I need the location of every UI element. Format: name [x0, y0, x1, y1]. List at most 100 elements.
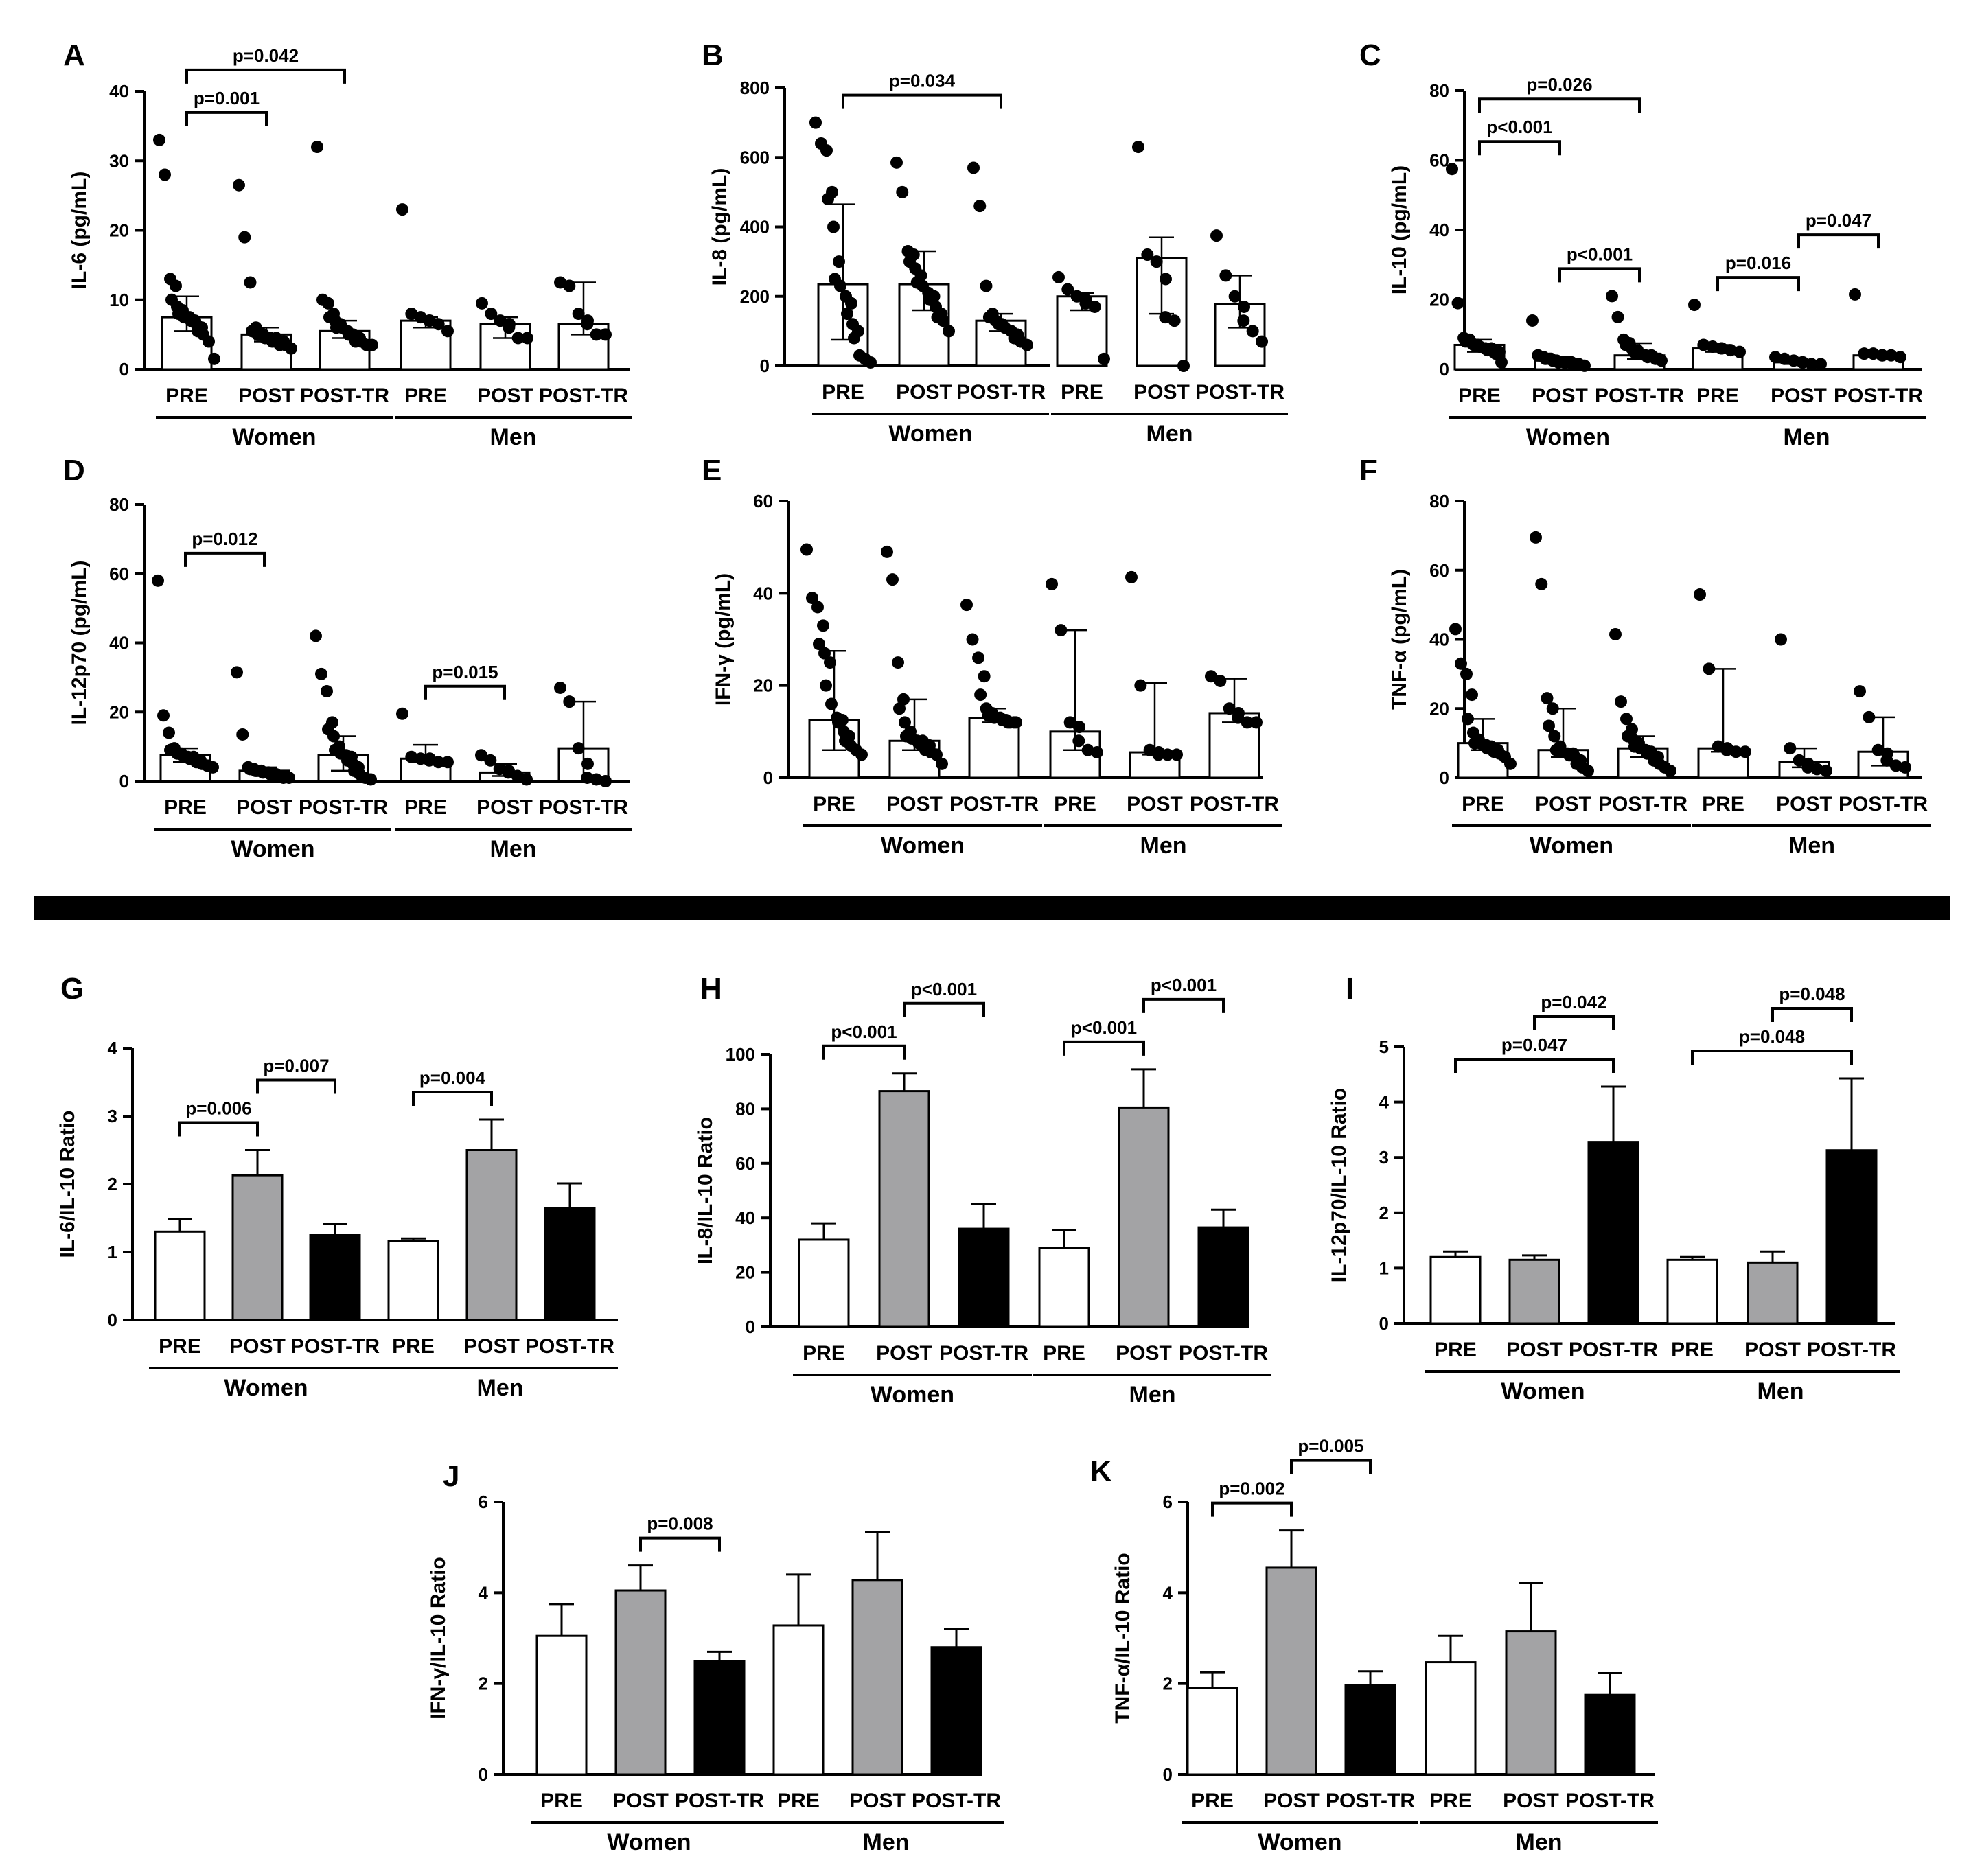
data-point — [1655, 354, 1668, 367]
data-point — [1535, 577, 1548, 590]
panel-f: F 0 20 40 60 80 TNF-α (pg/mL) PRE POST POST-TR PRE… — [1359, 454, 1931, 859]
y-tick-label: 3 — [108, 1106, 117, 1126]
data-point — [1775, 633, 1787, 646]
data-point — [396, 707, 408, 720]
y-tick-label: 0 — [760, 356, 770, 376]
group-label: Women — [1258, 1829, 1341, 1855]
data-point — [485, 308, 498, 320]
data-point — [820, 679, 832, 692]
p-value-label: p=0.002 — [1219, 1479, 1284, 1499]
y-tick-label: 800 — [740, 78, 770, 98]
data-point — [423, 754, 436, 767]
data-point — [827, 220, 840, 233]
data-point — [315, 667, 327, 680]
data-point — [892, 656, 904, 669]
data-point — [1063, 716, 1076, 729]
data-point — [1256, 335, 1268, 348]
data-point — [833, 255, 845, 268]
significance-bracket — [184, 551, 266, 567]
data-point — [978, 670, 991, 683]
category-label: POST-TR — [299, 796, 388, 819]
data-point — [1810, 763, 1823, 776]
category-label: PRE — [1054, 793, 1096, 815]
data-point — [1801, 761, 1814, 774]
p-value-label: p<0.001 — [911, 979, 977, 999]
y-tick-label: 1 — [108, 1242, 117, 1262]
category-label: PRE — [1061, 381, 1103, 404]
category-label: POST — [849, 1790, 906, 1812]
category-label: PRE — [1191, 1790, 1234, 1812]
p-value-label: p=0.015 — [432, 662, 498, 682]
bar-post-tr — [1344, 1684, 1396, 1776]
bar-pre — [1038, 1247, 1090, 1328]
data-point — [824, 656, 836, 669]
bar-post-tr — [930, 1646, 982, 1776]
category-label: POST — [1744, 1339, 1801, 1361]
category-label: POST-TR — [949, 793, 1039, 815]
category-label: PRE — [822, 381, 864, 404]
data-point — [1161, 748, 1174, 761]
panel-letter: K — [1090, 1455, 1112, 1488]
bar-post — [851, 1579, 903, 1776]
data-point — [590, 773, 603, 786]
significance-bracket — [1533, 1015, 1615, 1031]
category-label: PRE — [164, 796, 207, 819]
p-value-label: p<0.001 — [1151, 975, 1217, 995]
y-tick-label: 80 — [1429, 80, 1449, 101]
significance-bracket — [842, 93, 1002, 109]
y-tick-label: 4 — [1379, 1092, 1390, 1113]
data-point — [599, 328, 612, 341]
y-tick-label: 80 — [735, 1098, 755, 1119]
data-point — [1582, 764, 1594, 777]
category-label: POST — [476, 796, 533, 819]
category-label: PRE — [1702, 793, 1744, 815]
data-point — [1046, 577, 1058, 590]
y-axis-label: IL-8/IL-10 Ratio — [694, 1117, 717, 1264]
data-point — [966, 633, 979, 646]
data-point — [1241, 716, 1254, 729]
data-point — [1466, 688, 1478, 702]
group-label: Women — [232, 424, 316, 450]
category-label: POST-TR — [1807, 1339, 1896, 1361]
data-point — [238, 231, 251, 244]
data-point — [1715, 342, 1728, 355]
data-point — [1778, 352, 1791, 365]
panel-i: I 0 1 2 3 4 5 IL-12p70/IL-10 Ratio PRE POST POST-T… — [1328, 972, 1900, 1404]
data-point — [520, 773, 533, 786]
data-point — [1530, 531, 1542, 544]
bar-pre — [1429, 1255, 1482, 1325]
panel-k: K 0 2 4 6 TNF-α/IL-10 Ratio PRE POST POST-TR PRE P… — [1090, 1436, 1658, 1855]
bar-post-tr — [1587, 1141, 1639, 1325]
data-point — [1177, 360, 1190, 372]
group-label: Men — [1140, 833, 1187, 859]
bar-post — [1265, 1566, 1317, 1776]
data-point — [159, 168, 171, 181]
significance-bracket — [1211, 1501, 1293, 1517]
data-point — [820, 144, 833, 157]
data-point — [1729, 745, 1742, 758]
category-label: POST — [236, 796, 292, 819]
data-point — [1125, 570, 1138, 583]
data-point — [809, 116, 822, 129]
panel-letter: H — [700, 972, 722, 1006]
data-point — [170, 279, 182, 292]
data-point — [310, 629, 322, 642]
data-point — [1615, 695, 1627, 708]
panel-letter: E — [702, 454, 722, 487]
panel-letter: C — [1359, 38, 1381, 72]
data-point — [974, 688, 987, 702]
y-tick-label: 40 — [1429, 629, 1449, 650]
category-label: POST-TR — [290, 1335, 380, 1358]
data-point — [572, 308, 585, 320]
data-point — [834, 279, 846, 292]
data-point — [208, 352, 220, 365]
significance-bracket — [1290, 1459, 1372, 1474]
data-point — [1061, 283, 1074, 296]
category-label: POST — [1532, 384, 1588, 407]
category-label: POST — [1506, 1339, 1563, 1361]
y-axis-label: IFN-γ (pg/mL) — [712, 573, 735, 706]
y-tick-label: 3 — [1379, 1147, 1389, 1168]
p-value-label: p=0.048 — [1739, 1026, 1805, 1047]
y-tick-label: 60 — [735, 1153, 755, 1174]
data-point — [1446, 163, 1458, 176]
